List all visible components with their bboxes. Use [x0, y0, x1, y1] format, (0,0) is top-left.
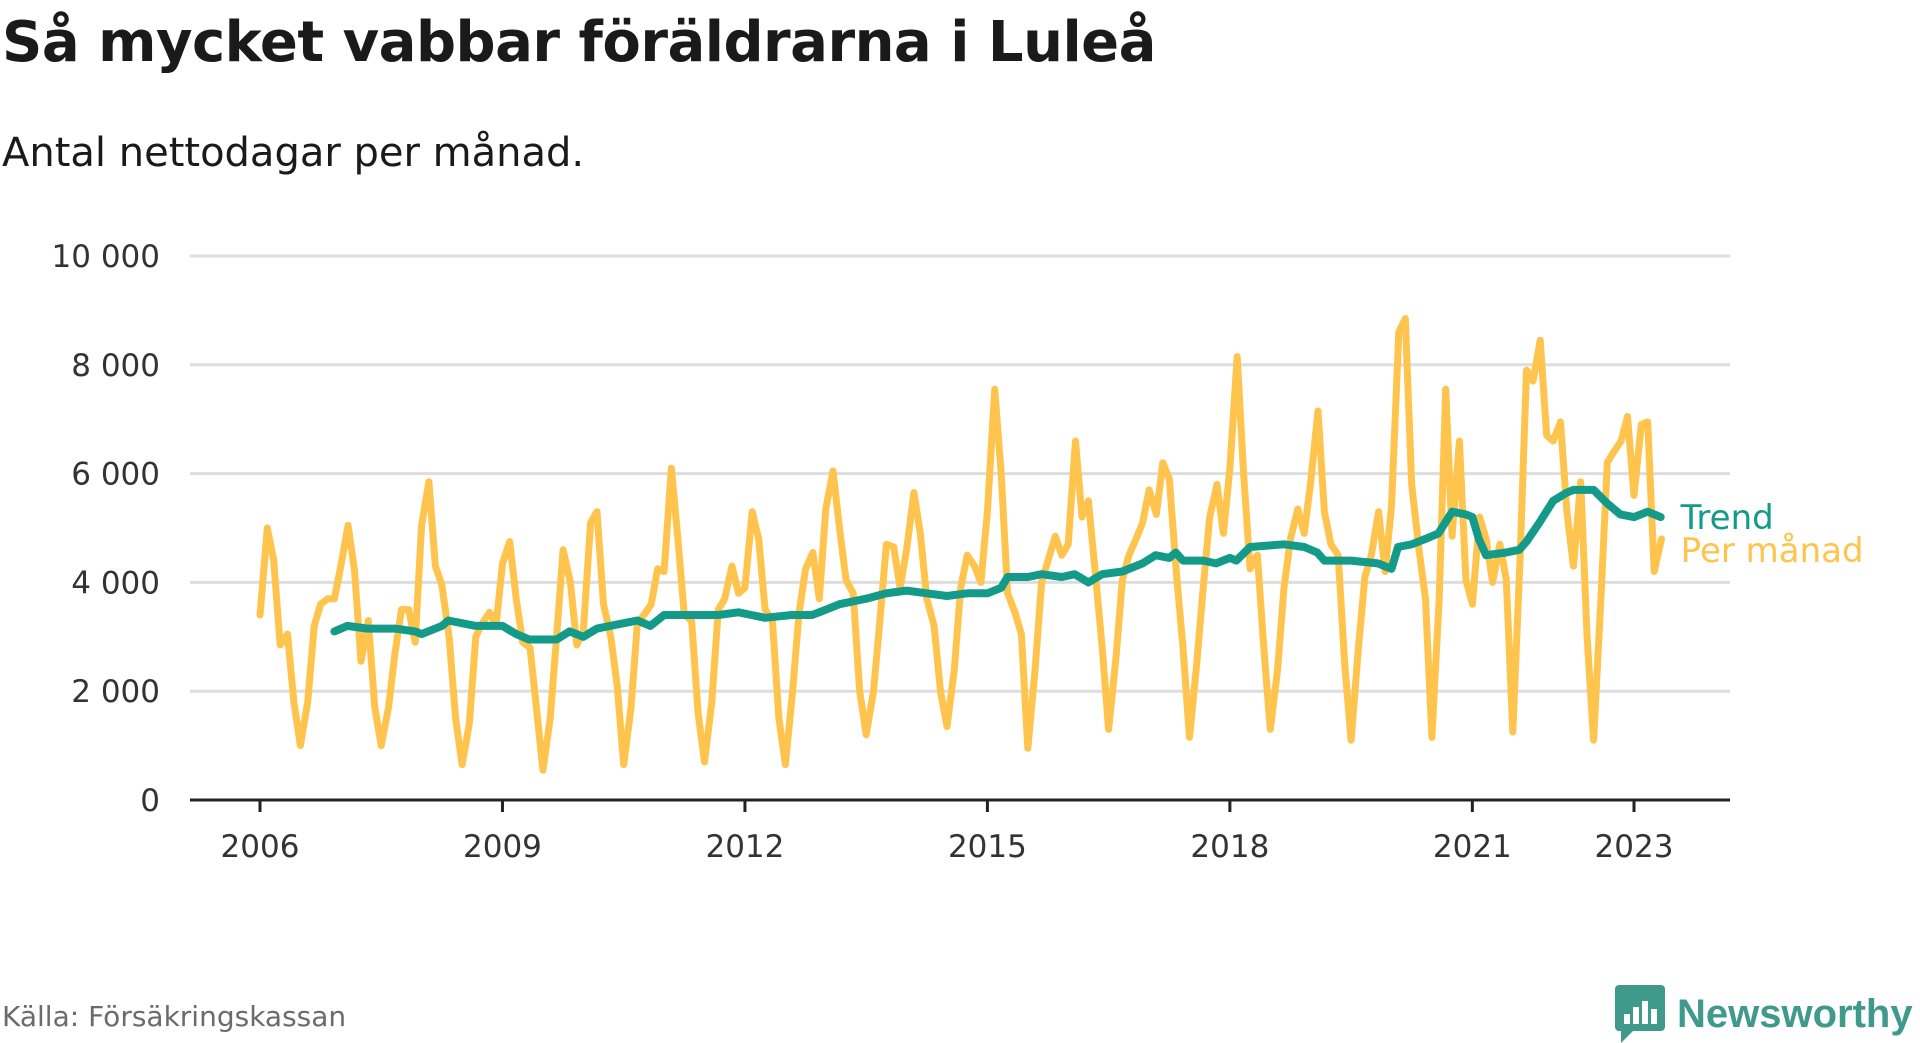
series-line-trend: [330, 485, 1665, 644]
chart-title: Så mycket vabbar föräldrarna i Luleå: [2, 10, 1156, 75]
series-line-per-manad: [256, 315, 1665, 774]
x-tick-label: 2021: [1433, 829, 1512, 865]
x-tick-label: 2015: [948, 829, 1027, 865]
brand-logo[interactable]: Newsworthy: [1615, 985, 1913, 1043]
series-label-trend: Trend: [1680, 498, 1774, 538]
brand-name: Newsworthy: [1677, 991, 1913, 1036]
x-axis-ticks: 2006 2009 2012 2015 2018 2021 2023: [221, 800, 1674, 865]
series-lines: [256, 315, 1665, 774]
y-tick-label: 10 000: [52, 239, 160, 275]
x-tick-label: 2012: [705, 829, 784, 865]
newsworthy-logo-icon: [1615, 985, 1665, 1043]
y-tick-label: 2 000: [71, 674, 160, 710]
chart-subtitle: Antal nettodagar per månad.: [2, 130, 585, 176]
y-axis-ticks: 0 2 000 4 000 6 000 8 000 10 000: [52, 239, 160, 819]
x-tick-label: 2006: [221, 829, 300, 865]
y-tick-label: 8 000: [71, 348, 160, 384]
y-tick-label: 0: [140, 783, 160, 819]
x-tick-label: 2018: [1190, 829, 1269, 865]
y-tick-label: 4 000: [71, 565, 160, 601]
x-tick-label: 2009: [463, 829, 542, 865]
y-tick-label: 6 000: [71, 457, 160, 493]
series-label-per-manad: Per månad: [1681, 531, 1864, 571]
source-note: Källa: Försäkringskassan: [2, 1000, 347, 1033]
x-tick-label: 2023: [1595, 829, 1674, 865]
